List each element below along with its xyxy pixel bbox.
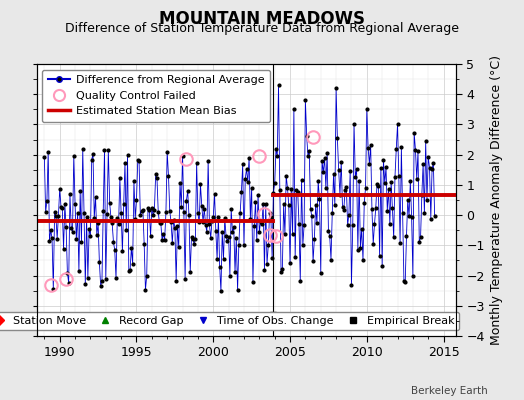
- Text: Difference of Station Temperature Data from Regional Average: Difference of Station Temperature Data f…: [65, 22, 459, 35]
- Legend: Station Move, Record Gap, Time of Obs. Change, Empirical Break: Station Move, Record Gap, Time of Obs. C…: [0, 312, 459, 330]
- Text: Berkeley Earth: Berkeley Earth: [411, 386, 487, 396]
- Text: MOUNTAIN MEADOWS: MOUNTAIN MEADOWS: [159, 10, 365, 28]
- Y-axis label: Monthly Temperature Anomaly Difference (°C): Monthly Temperature Anomaly Difference (…: [490, 55, 503, 345]
